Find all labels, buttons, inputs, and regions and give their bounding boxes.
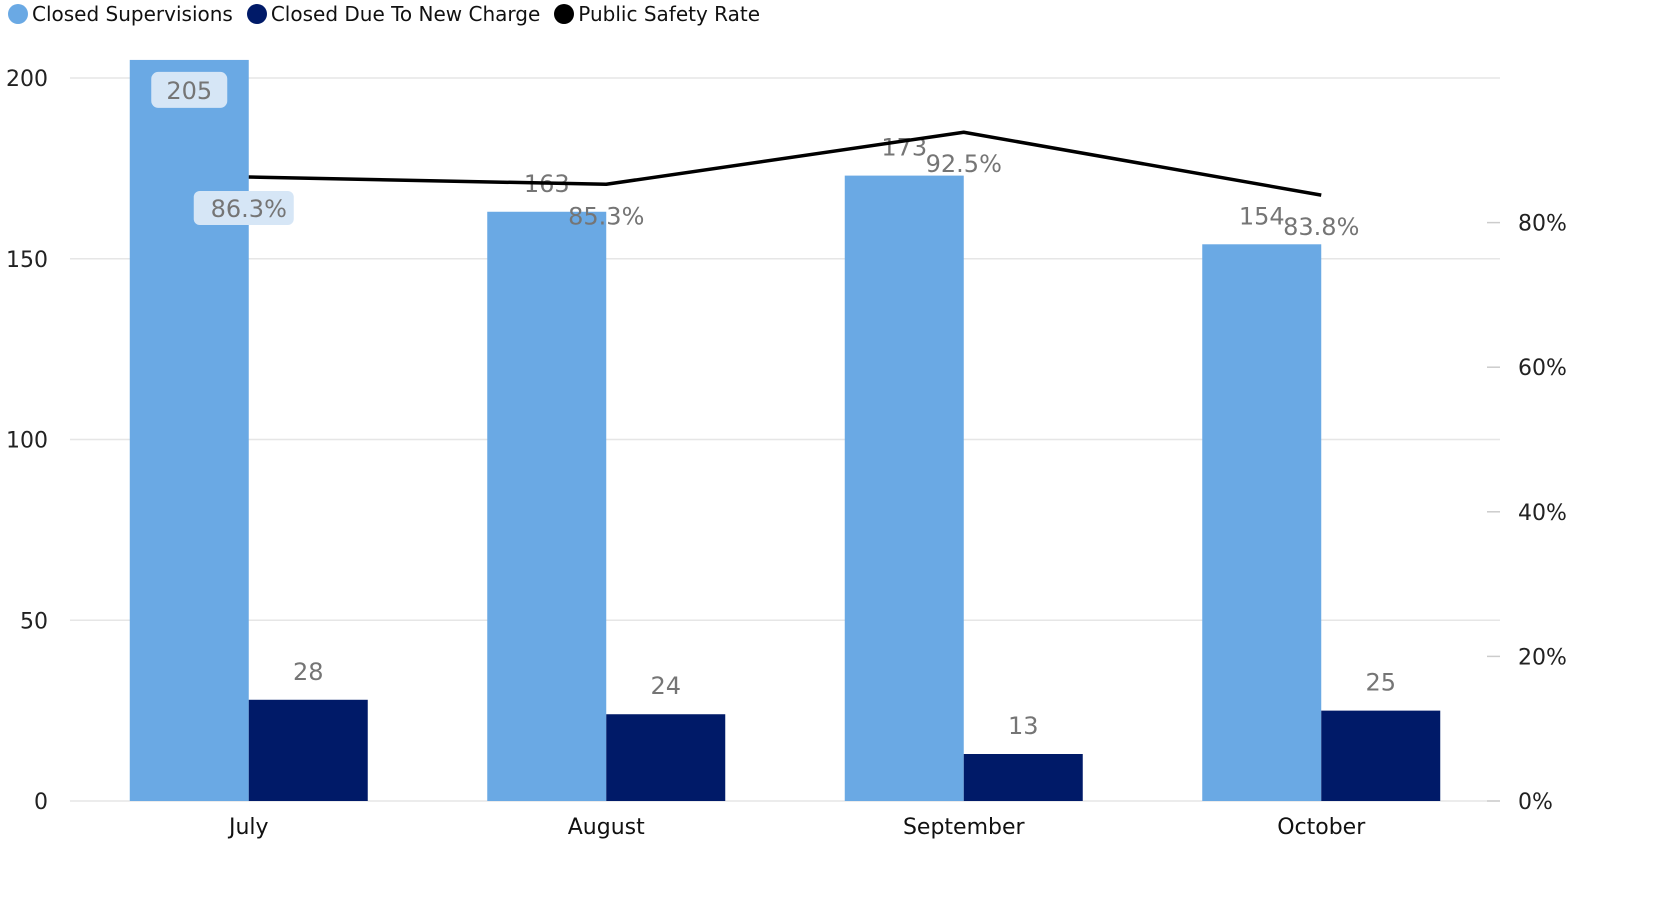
data-label-closed-supervisions: 154 <box>1239 202 1285 230</box>
legend-marker-closed-supervisions <box>8 4 28 24</box>
data-label-closed-due-to-new-charge: 24 <box>650 672 681 700</box>
y-left-tick-label: 100 <box>6 429 48 454</box>
y-left-tick-label: 50 <box>20 609 48 634</box>
legend-label-public-safety-rate: Public Safety Rate <box>578 2 761 26</box>
legend-item-closed-due-to-new-charge[interactable]: Closed Due To New Charge <box>246 2 541 26</box>
data-label-public-safety-rate: 83.8% <box>1283 213 1359 241</box>
bar-closed-due-to-new-charge-august <box>606 714 726 801</box>
y-right-tick-label: 20% <box>1518 645 1567 670</box>
data-label-closed-due-to-new-charge: 25 <box>1365 669 1396 697</box>
legend-item-public-safety-rate[interactable]: Public Safety Rate <box>554 2 760 26</box>
y-left-tick-label: 200 <box>6 67 48 92</box>
legend-marker-public-safety-rate <box>554 4 575 24</box>
legend-item-closed-supervisions[interactable]: Closed Supervisions <box>8 2 233 26</box>
y-right-tick-label: 0% <box>1518 790 1553 815</box>
y-right-tick-label: 80% <box>1518 212 1567 237</box>
bar-closed-due-to-new-charge-september <box>963 754 1083 801</box>
x-tick-label: October <box>1277 815 1366 840</box>
x-tick-label: July <box>227 815 269 840</box>
chart-legend: Closed Supervisions Closed Due To New Ch… <box>8 2 760 26</box>
legend-marker-closed-due-to-new-charge <box>246 4 267 24</box>
data-label-public-safety-rate: 92.5% <box>926 150 1002 178</box>
legend-label-closed-due-to-new-charge: Closed Due To New Charge <box>270 2 541 26</box>
legend-label-closed-supervisions: Closed Supervisions <box>32 2 233 26</box>
y-left-tick-label: 0 <box>34 790 48 815</box>
data-label-closed-due-to-new-charge: 13 <box>1008 712 1039 740</box>
y-left-tick-label: 150 <box>6 248 48 273</box>
data-label-highlight <box>151 71 228 108</box>
bar-closed-due-to-new-charge-july <box>248 699 368 801</box>
bar-closed-supervisions-august <box>487 211 607 801</box>
bar-closed-supervisions-july <box>129 59 249 802</box>
bar-closed-supervisions-september <box>844 175 964 802</box>
bar-closed-supervisions-october <box>1202 244 1322 802</box>
bar-closed-due-to-new-charge-october <box>1321 710 1441 801</box>
line-public-safety-rate <box>248 130 1322 197</box>
x-tick-label: August <box>568 815 645 840</box>
data-label-public-safety-rate: 86.3% <box>211 195 287 223</box>
x-tick-label: September <box>903 815 1026 840</box>
data-label-closed-due-to-new-charge: 28 <box>293 658 324 686</box>
y-right-tick-label: 60% <box>1518 356 1567 381</box>
data-label-closed-supervisions: 205 <box>166 77 212 105</box>
line-label-highlight <box>193 191 294 226</box>
y-right-tick-label: 40% <box>1518 501 1567 526</box>
data-label-public-safety-rate: 85.3% <box>568 202 644 230</box>
